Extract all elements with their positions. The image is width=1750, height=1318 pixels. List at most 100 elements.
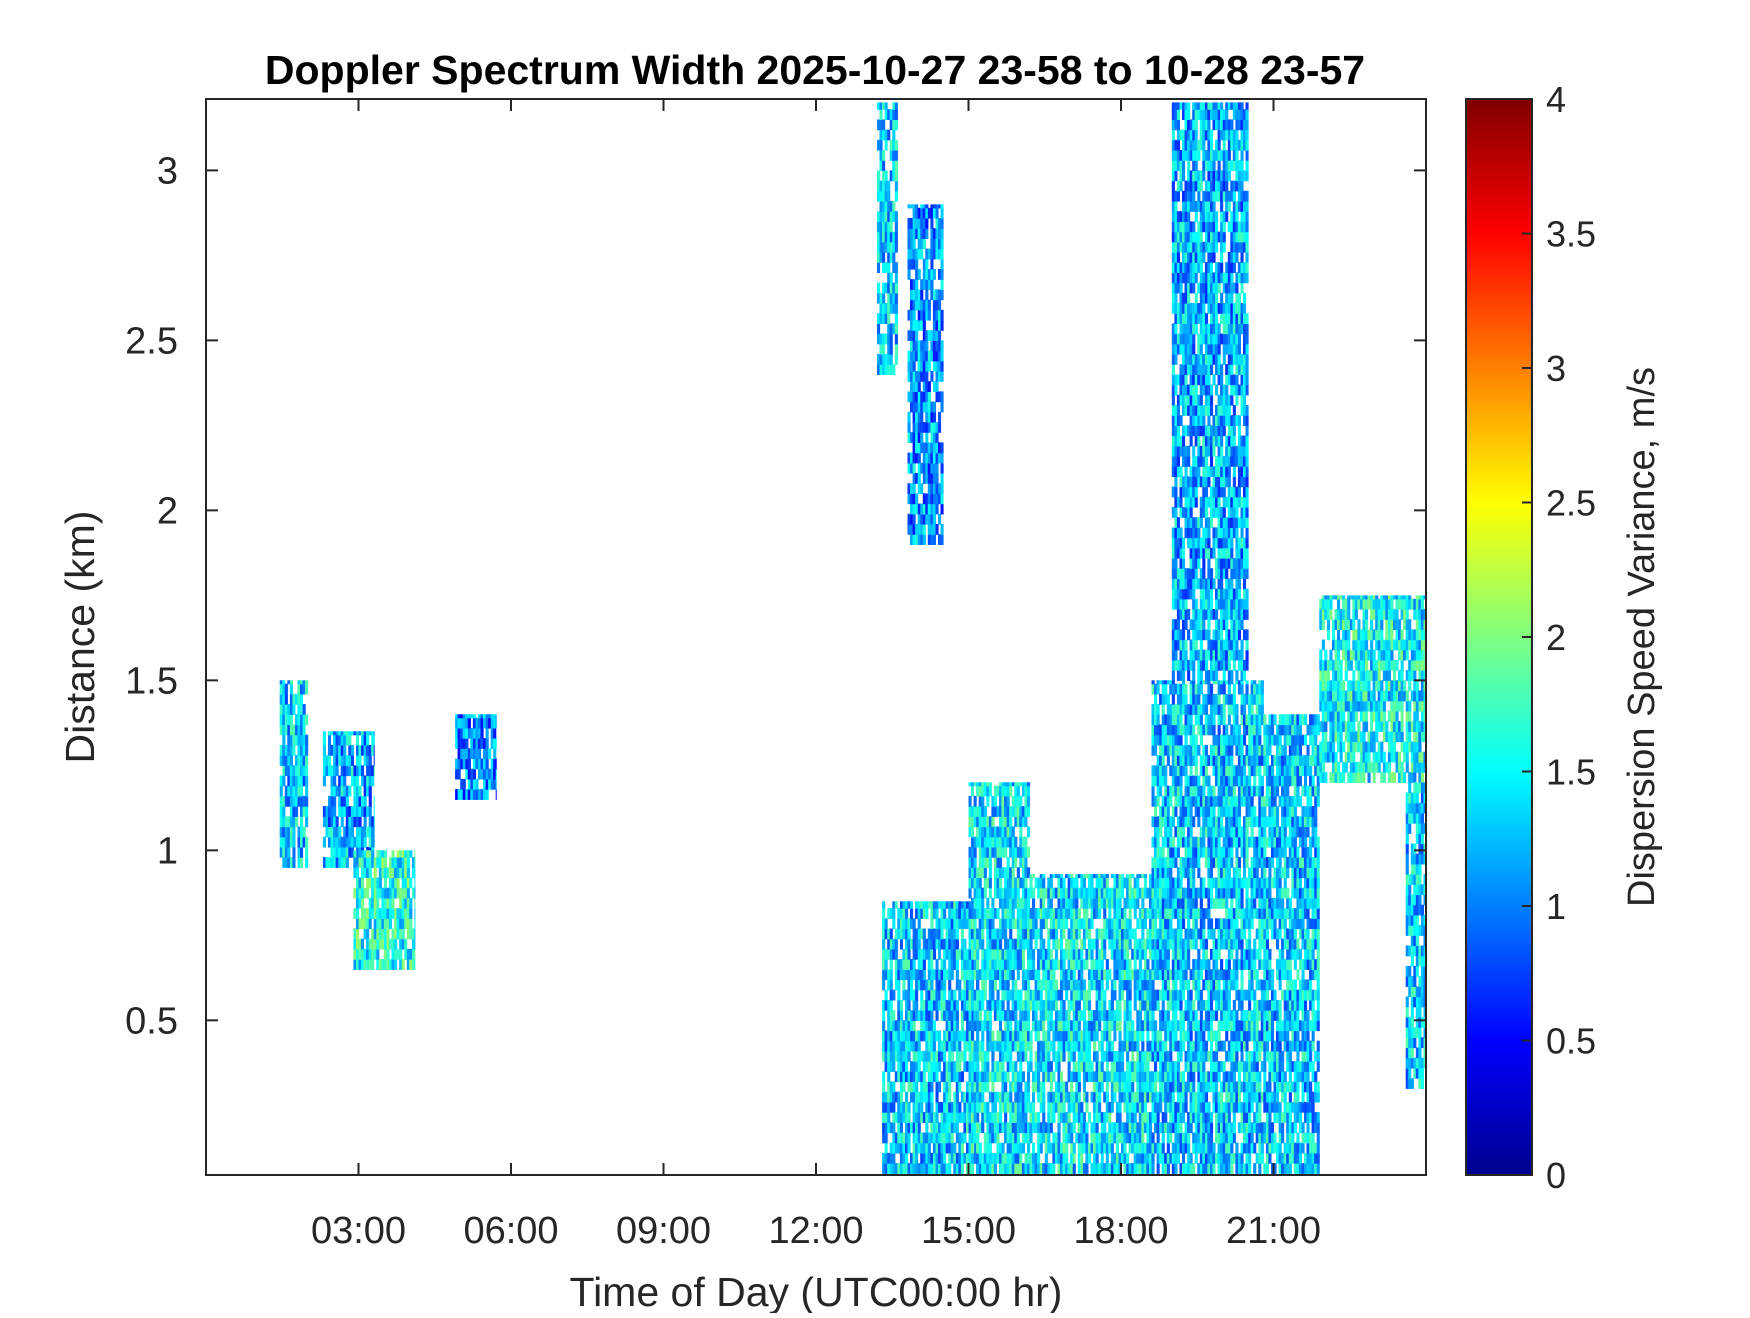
heatmap-cell	[1014, 999, 1018, 1011]
heatmap-cell	[996, 857, 1000, 868]
heatmap-cell	[1171, 1101, 1175, 1113]
heatmap-cell	[1077, 918, 1081, 930]
heatmap-cell	[1179, 1163, 1183, 1174]
heatmap-cell	[960, 938, 964, 950]
heatmap-cell	[1184, 897, 1188, 909]
heatmap-cell	[1088, 1152, 1092, 1164]
heatmap-cell	[1156, 989, 1160, 1001]
heatmap-cell	[1115, 1081, 1119, 1093]
heatmap-cell	[1065, 1010, 1069, 1021]
heatmap-cell	[999, 1010, 1003, 1021]
heatmap-cell	[1095, 1061, 1099, 1072]
heatmap-cell	[1016, 887, 1020, 899]
heatmap-cell	[1159, 867, 1163, 879]
heatmap-cell	[1075, 1030, 1079, 1042]
heatmap-cell	[1070, 969, 1074, 981]
heatmap-cell	[925, 258, 929, 270]
heatmap-cell	[940, 1122, 944, 1134]
heatmap-cell	[1034, 918, 1038, 930]
heatmap-cell	[1067, 1101, 1071, 1113]
heatmap-cell	[1034, 928, 1038, 940]
heatmap-cell	[1027, 1081, 1031, 1093]
heatmap-cell	[910, 330, 914, 341]
heatmap-cell	[282, 795, 286, 807]
heatmap-cell	[1004, 1081, 1008, 1093]
heatmap-cell	[1060, 1010, 1064, 1021]
heatmap-cell	[1118, 979, 1122, 991]
heatmap-cell	[958, 948, 962, 960]
heatmap-cell	[945, 1122, 949, 1134]
heatmap-cell	[1197, 683, 1201, 695]
heatmap-cell	[999, 785, 1003, 797]
heatmap-cell	[971, 1163, 975, 1174]
heatmap-cell	[1082, 1132, 1086, 1144]
heatmap-cell	[1166, 1081, 1170, 1093]
heatmap-cell	[338, 795, 342, 807]
heatmap-cell	[1085, 1132, 1089, 1144]
heatmap-cell	[1075, 999, 1079, 1011]
heatmap-cell	[1072, 999, 1076, 1011]
heatmap-cell	[378, 857, 382, 868]
heatmap-cell	[1062, 1142, 1066, 1154]
heatmap-cell	[279, 836, 283, 848]
heatmap-cell	[363, 887, 367, 899]
heatmap-cell	[1128, 918, 1132, 930]
heatmap-cell	[1108, 1142, 1112, 1154]
heatmap-cell	[996, 887, 1000, 899]
heatmap-cell	[907, 330, 911, 341]
heatmap-cell	[953, 1061, 957, 1072]
heatmap-cell	[910, 228, 914, 239]
heatmap-cell	[1187, 744, 1191, 756]
heatmap-cell	[292, 826, 296, 838]
heatmap-cell	[935, 299, 939, 311]
heatmap-cell	[892, 231, 896, 243]
heatmap-cell	[302, 795, 306, 807]
heatmap-cell	[1199, 969, 1203, 981]
heatmap-cell	[394, 918, 398, 930]
heatmap-cell	[1156, 897, 1160, 909]
heatmap-cell	[1182, 1132, 1186, 1144]
heatmap-cell	[1194, 734, 1198, 746]
heatmap-cell	[1070, 897, 1074, 909]
heatmap-cell	[1067, 928, 1071, 940]
heatmap-cell	[1024, 1040, 1028, 1052]
heatmap-cell	[917, 1163, 921, 1174]
heatmap-cell	[1006, 782, 1010, 787]
heatmap-cell	[1103, 908, 1107, 919]
heatmap-cell	[1108, 1010, 1112, 1021]
heatmap-cell	[907, 1030, 911, 1042]
heatmap-cell	[1123, 897, 1127, 909]
heatmap-cell	[1115, 959, 1119, 970]
heatmap-cell	[1016, 989, 1020, 1001]
heatmap-cell	[1118, 1010, 1122, 1021]
heatmap-cell	[925, 391, 929, 403]
heatmap-cell	[976, 1122, 980, 1134]
heatmap-cell	[930, 938, 934, 950]
heatmap-cell	[328, 744, 332, 756]
heatmap-cell	[1189, 836, 1193, 848]
heatmap-cell	[1019, 1142, 1023, 1154]
heatmap-cell	[1182, 1152, 1186, 1164]
heatmap-cell	[1011, 1071, 1015, 1083]
heatmap-cell	[1166, 928, 1170, 940]
heatmap-cell	[910, 452, 914, 464]
heatmap-cell	[1027, 795, 1031, 807]
heatmap-cell	[1052, 1101, 1056, 1113]
heatmap-cell	[932, 483, 936, 494]
heatmap-cell	[930, 948, 934, 960]
heatmap-cell	[1110, 1132, 1114, 1144]
heatmap-cell	[1166, 877, 1170, 889]
heatmap-cell	[335, 731, 339, 736]
heatmap-cell	[366, 785, 370, 797]
heatmap-cell	[1182, 704, 1186, 715]
heatmap-cell	[462, 714, 466, 719]
heatmap-cell	[1194, 887, 1198, 899]
heatmap-cell	[915, 1081, 919, 1093]
heatmap-cell	[1184, 785, 1188, 797]
heatmap-cell	[457, 717, 461, 729]
heatmap-cell	[1174, 1142, 1178, 1154]
heatmap-cell	[917, 350, 921, 362]
heatmap-cell	[475, 727, 479, 739]
heatmap-cell	[1019, 1091, 1023, 1103]
heatmap-cell	[930, 1091, 934, 1103]
